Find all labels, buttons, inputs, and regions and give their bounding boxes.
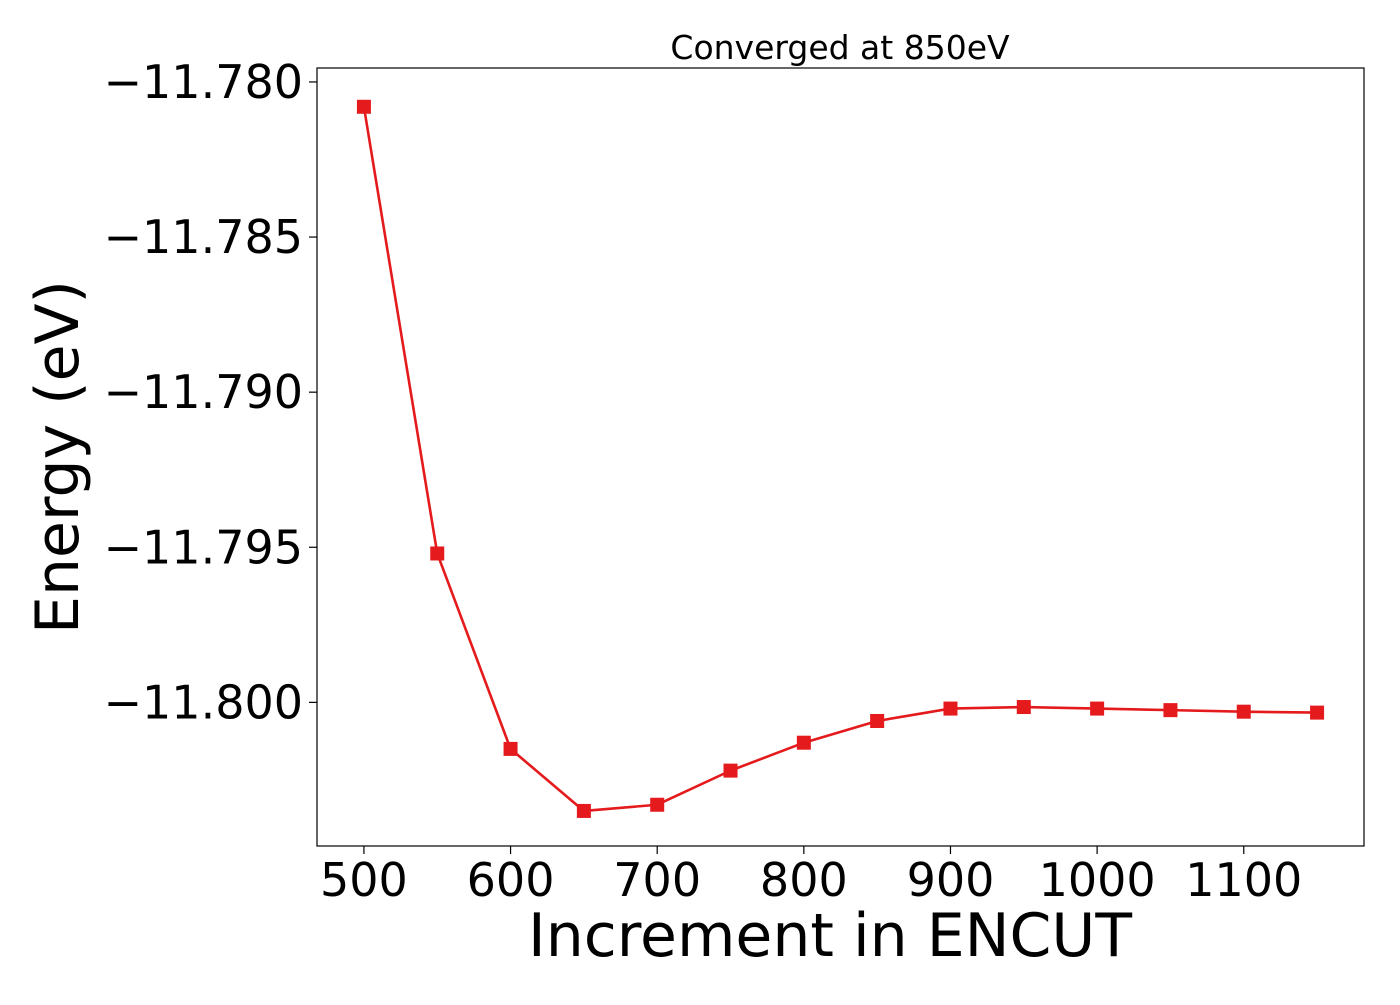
series-line [362,106,1318,813]
y-tick-label: −11.780 [104,55,304,109]
data-point [870,713,885,728]
data-point [356,99,371,114]
data-point [576,803,591,818]
y-tick-label: −11.790 [104,365,304,419]
data-point [796,735,811,750]
data-point [723,763,738,778]
y-axis-title: Energy (eV) [23,280,93,634]
x-tick-label: 500 [320,853,408,907]
data-point [1163,703,1178,718]
x-tick-label: 800 [760,853,848,907]
data-point [1016,700,1031,715]
y-tick-label: −11.785 [104,210,304,264]
data-point [1310,705,1325,720]
data-point [430,546,445,561]
data-point [943,701,958,716]
y-axis: −11.780 −11.785 −11.790 −11.795 −11.800 [104,55,317,729]
y-tick-label: −11.795 [104,520,304,574]
x-tick-label: 600 [467,853,555,907]
y-tick-label: −11.800 [104,675,304,729]
series-layer [356,99,1325,818]
data-point [1236,704,1251,719]
data-point [650,797,665,812]
data-point [1090,701,1105,716]
x-tick-label: 1000 [1039,853,1156,907]
x-axis-title: Increment in ENCUT [528,901,1132,971]
chart-title: Converged at 850eV [670,28,1010,67]
x-tick-label: 900 [907,853,995,907]
x-tick-label: 700 [613,853,701,907]
plot-frame [316,67,1365,847]
x-tick-label: 1100 [1185,853,1302,907]
x-axis: 500 600 700 800 900 1000 1100 [320,846,1302,907]
data-point [503,741,518,756]
